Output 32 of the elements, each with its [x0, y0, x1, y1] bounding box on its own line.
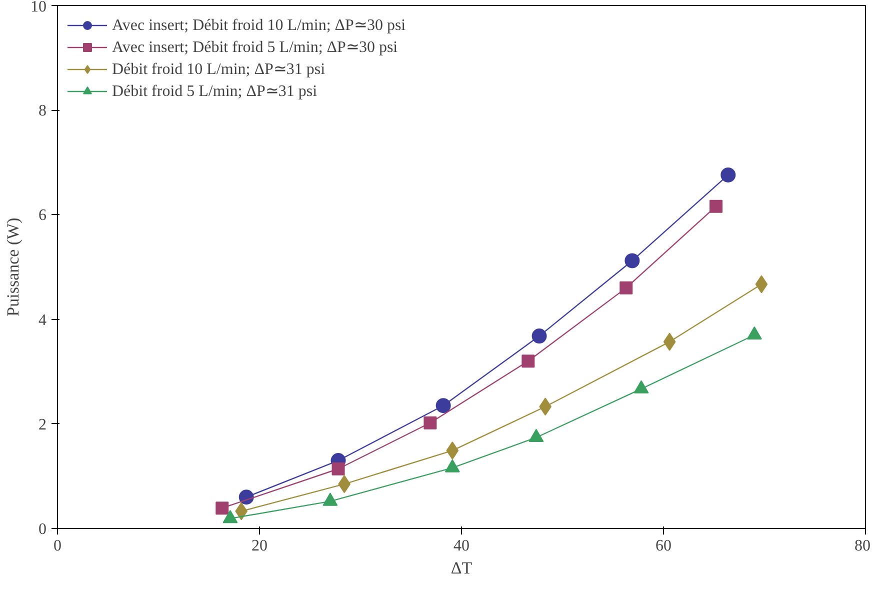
point — [446, 442, 459, 460]
point — [710, 200, 723, 213]
y-tick-label: 10 — [30, 0, 46, 16]
point — [532, 328, 547, 344]
x-axis-title: ΔT — [450, 558, 473, 578]
point — [238, 490, 254, 505]
point — [522, 354, 535, 368]
y-tick-label: 2 — [38, 416, 46, 434]
legend-label: Avec insert; Débit froid 10 L/min; ΔP≃30 psi — [112, 16, 406, 35]
point — [755, 275, 768, 294]
x-tick-label: 80 — [854, 538, 870, 554]
point — [338, 475, 351, 494]
y-tick-label: 0 — [38, 521, 46, 538]
point — [332, 462, 345, 476]
point — [624, 253, 640, 268]
point — [720, 167, 736, 182]
legend-label: Débit froid 10 L/min; ΔP≃31 psi — [112, 60, 326, 79]
x-tick-label: 60 — [656, 538, 672, 554]
y-tick-label: 8 — [38, 102, 46, 120]
point — [620, 281, 633, 294]
x-tick-label: 40 — [454, 538, 470, 554]
legend-label: Débit froid 5 L/min; ΔP≃31 psi — [112, 82, 318, 101]
x-tick-label: 0 — [54, 538, 62, 554]
legend-label: Avec insert; Débit froid 5 L/min; ΔP≃30 psi — [112, 38, 398, 57]
point — [424, 416, 437, 430]
point — [216, 502, 229, 515]
point — [436, 398, 451, 414]
x-tick-label: 20 — [252, 538, 268, 554]
point — [663, 332, 676, 351]
y-axis-title: Puissance (W) — [4, 218, 22, 316]
y-tick-label: 6 — [38, 207, 46, 224]
y-tick-label: 4 — [38, 312, 46, 329]
